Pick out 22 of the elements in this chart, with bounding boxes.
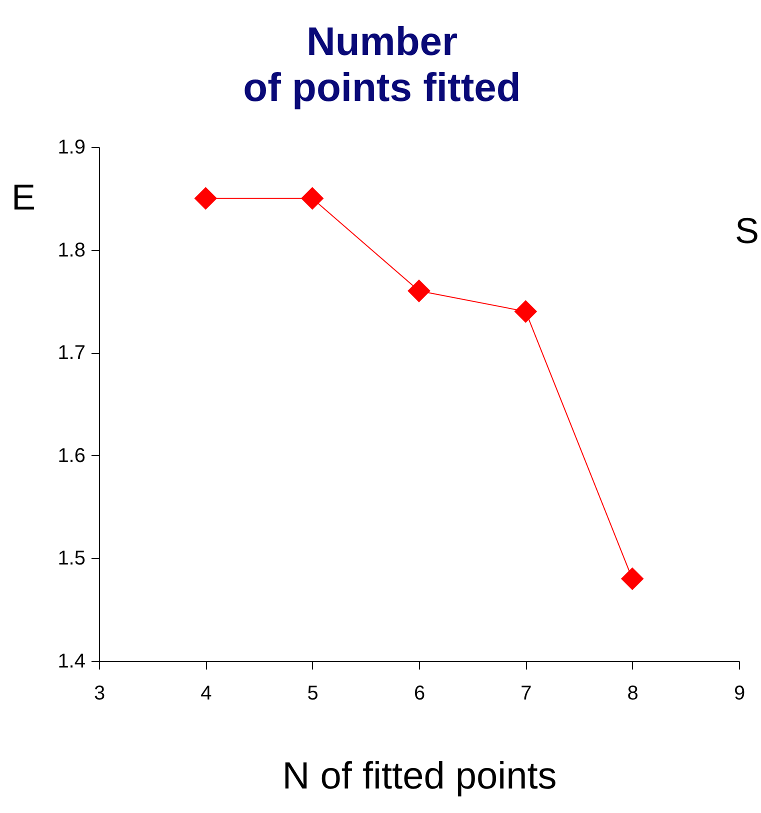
point bbox=[408, 280, 430, 302]
annotation: S bbox=[735, 210, 760, 251]
x-tick-label: 4 bbox=[200, 682, 212, 704]
x-axis-title: N of fitted points bbox=[282, 756, 557, 798]
x-tick-label: 9 bbox=[734, 682, 746, 704]
y-tick-label: 1.7 bbox=[58, 342, 86, 364]
y-tick-label: 1.4 bbox=[58, 650, 86, 672]
y-tick-label: 1.9 bbox=[58, 136, 86, 158]
point bbox=[620, 567, 644, 590]
y-tick-label: 1.8 bbox=[58, 239, 86, 262]
y-axis-title: E bbox=[12, 176, 36, 218]
point bbox=[300, 187, 324, 210]
y-tick-label: 1.5 bbox=[58, 548, 86, 570]
x-tick-label: 7 bbox=[520, 682, 532, 704]
point bbox=[514, 300, 538, 323]
point bbox=[194, 187, 218, 210]
chart-title: Number of points fitted bbox=[243, 20, 521, 110]
x-tick-label: 5 bbox=[307, 682, 318, 704]
x-tick-label: 3 bbox=[94, 682, 106, 704]
y-tick-label: 1.6 bbox=[58, 444, 86, 467]
x-tick-label: 8 bbox=[627, 682, 638, 704]
x-tick-label: 6 bbox=[414, 682, 426, 704]
